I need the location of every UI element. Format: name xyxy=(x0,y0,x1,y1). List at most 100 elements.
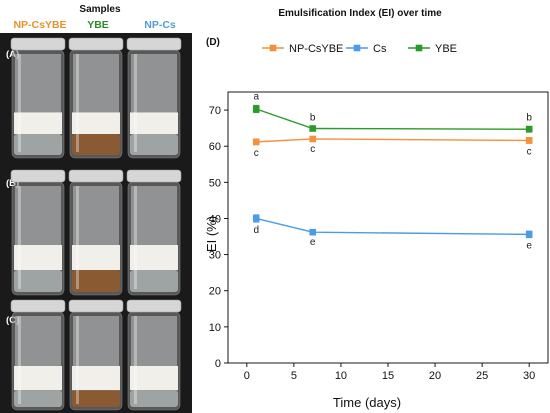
series-ybe: a b b xyxy=(252,91,533,133)
tube-aqueous-layer xyxy=(14,270,62,292)
x-tick-label: 5 xyxy=(291,370,297,382)
sample-tube xyxy=(126,299,182,411)
legend-marker xyxy=(353,44,361,52)
tube-foam xyxy=(73,186,119,245)
tube-emulsion-layer xyxy=(130,366,178,391)
x-axis-label: Time (days) xyxy=(333,395,401,410)
significance-label: b xyxy=(526,112,532,123)
panel-label-d: (D) xyxy=(206,37,220,48)
tube-emulsion-layer xyxy=(14,366,62,391)
row-label-b: (B) xyxy=(6,178,19,189)
x-tick-label: 10 xyxy=(335,370,347,382)
samples-panel: Samples NP-CsYBE YBE NP-Cs (A) (B) (C) xyxy=(0,4,192,413)
tube-aqueous-layer xyxy=(72,134,120,155)
legend-label: Cs xyxy=(373,43,387,55)
tube-emulsion-layer xyxy=(72,245,120,270)
y-axis-label: EI (%) xyxy=(204,216,219,252)
sample-tube xyxy=(68,299,124,411)
x-tick-label: 20 xyxy=(429,370,441,382)
tube-aqueous-layer xyxy=(130,390,178,407)
tube-highlight xyxy=(76,54,79,152)
y-tick-label: 30 xyxy=(209,250,221,262)
tube-aqueous-layer xyxy=(130,270,178,292)
legend-label: NP-CsYBE xyxy=(289,43,343,55)
tube-foam xyxy=(73,316,119,366)
sample-tube xyxy=(10,169,66,296)
series-line xyxy=(256,108,530,130)
tube-foam xyxy=(131,316,177,366)
legend-entry: NP-CsYBE xyxy=(262,43,343,55)
sample-tube xyxy=(68,37,124,159)
tube-emulsion-layer xyxy=(14,245,62,270)
tube-highlight xyxy=(134,54,137,152)
data-point xyxy=(525,137,533,144)
data-point xyxy=(309,125,317,132)
tube-emulsion-layer xyxy=(72,112,120,134)
tube-cap xyxy=(10,37,66,51)
data-point xyxy=(309,135,317,143)
chart-title: Emulsification Index (EI) over time xyxy=(278,8,442,19)
column-label-np-cs: NP-Cs xyxy=(144,19,176,31)
series-line xyxy=(256,217,530,236)
tube-foam xyxy=(15,54,61,113)
y-tick-label: 50 xyxy=(209,177,221,189)
series-line xyxy=(256,138,530,143)
significance-label: b xyxy=(310,112,316,123)
tube-cap xyxy=(126,37,182,51)
tube-aqueous-layer xyxy=(72,270,120,292)
significance-label: e xyxy=(310,237,316,248)
legend-entry: YBE xyxy=(408,43,457,55)
tube-cap xyxy=(10,299,66,313)
significance-label: e xyxy=(526,241,532,252)
series-cs: d e e xyxy=(252,214,533,252)
data-point xyxy=(252,105,260,113)
tube-emulsion-layer xyxy=(14,112,62,134)
tube-foam xyxy=(73,54,119,113)
legend-entry: Cs xyxy=(346,43,387,55)
chart-panel: Emulsification Index (EI) over time (D) … xyxy=(204,8,549,410)
tube-highlight xyxy=(18,186,21,289)
x-tick-label: 30 xyxy=(523,370,535,382)
x-tick-label: 15 xyxy=(382,370,394,382)
tube-foam xyxy=(15,316,61,366)
column-label-np-csybe: NP-CsYBE xyxy=(13,19,66,31)
tube-aqueous-layer xyxy=(72,390,120,407)
chart-series: c c c d e e a b b xyxy=(252,91,533,252)
legend-marker xyxy=(415,44,423,52)
y-tick-label: 60 xyxy=(209,141,221,153)
tube-aqueous-layer xyxy=(130,134,178,155)
y-tick-label: 0 xyxy=(215,358,221,370)
significance-label: c xyxy=(254,148,259,159)
tube-foam xyxy=(131,54,177,113)
tube-cap xyxy=(126,299,182,313)
sample-tube xyxy=(10,37,66,159)
tube-emulsion-layer xyxy=(72,366,120,391)
data-point xyxy=(252,138,260,146)
y-tick-label: 10 xyxy=(209,322,221,334)
tube-cap xyxy=(68,169,124,183)
tube-emulsion-layer xyxy=(130,245,178,270)
x-tick-label: 25 xyxy=(476,370,488,382)
sample-tube xyxy=(10,299,66,411)
data-point xyxy=(309,228,317,236)
tube-foam xyxy=(131,186,177,245)
significance-label: c xyxy=(310,144,315,155)
tube-cap xyxy=(68,299,124,313)
y-tick-label: 40 xyxy=(209,213,221,225)
data-point xyxy=(525,231,533,238)
tube-emulsion-layer xyxy=(130,112,178,134)
significance-label: c xyxy=(527,146,532,157)
tube-highlight xyxy=(134,186,137,289)
tube-cap xyxy=(10,169,66,183)
legend-marker xyxy=(269,44,277,52)
tube-aqueous-layer xyxy=(14,134,62,155)
y-tick-label: 70 xyxy=(209,105,221,117)
chart-legend: NP-CsYBE Cs YBE xyxy=(262,43,457,55)
tube-highlight xyxy=(76,316,79,404)
significance-label: a xyxy=(253,91,259,102)
tube-foam xyxy=(15,186,61,245)
y-tick-label: 20 xyxy=(209,286,221,298)
chart-axes: 0 5 10 15 20 25 30 0 10 20 30 40 50 60 70 xyxy=(209,91,549,382)
significance-label: d xyxy=(253,225,259,236)
